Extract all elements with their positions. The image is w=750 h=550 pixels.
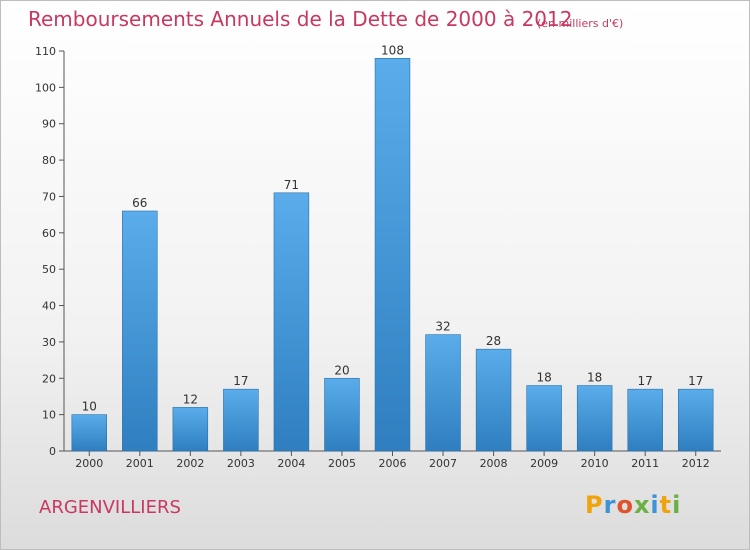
bar-2012 xyxy=(677,388,714,452)
logo-letter: i xyxy=(650,491,660,519)
bar-2006 xyxy=(374,57,411,452)
y-tick-label: 10 xyxy=(42,409,56,422)
logo-letter: r xyxy=(603,491,617,519)
bar-2005 xyxy=(324,377,360,452)
y-tick-label: 40 xyxy=(42,300,56,313)
x-tick-label: 2009 xyxy=(530,457,558,470)
data-labels: 10 66 12 17 71 20 108 32 28 18 18 17 17 xyxy=(82,43,704,413)
data-label-2010: 18 xyxy=(587,371,602,385)
y-tick-label: 90 xyxy=(42,118,56,131)
logo-letter: t xyxy=(659,491,673,519)
proxiti-logo: Proxiti xyxy=(585,491,681,519)
x-tick-label: 2008 xyxy=(480,457,508,470)
y-tick-label: 80 xyxy=(42,154,56,167)
bar-2003 xyxy=(223,388,259,452)
data-label-2012: 17 xyxy=(688,374,703,388)
logo-letter: o xyxy=(616,491,634,519)
y-tick-label: 110 xyxy=(35,45,56,58)
y-tick-label: 30 xyxy=(42,336,56,349)
bar-2007 xyxy=(425,334,461,452)
data-label-2009: 18 xyxy=(536,371,551,385)
y-tick-label: 50 xyxy=(42,263,56,276)
bar-2001 xyxy=(122,210,158,452)
x-tick-label: 2004 xyxy=(277,457,305,470)
data-label-2007: 32 xyxy=(435,320,450,334)
bar-2000 xyxy=(71,414,108,452)
commune-name: ARGENVILLIERS xyxy=(39,497,181,518)
logo-letter: P xyxy=(585,491,604,519)
data-label-2001: 66 xyxy=(132,196,147,210)
bar-2004 xyxy=(273,192,310,452)
bar-2009 xyxy=(526,385,562,452)
logo-letter: x xyxy=(633,491,651,519)
axes: 0 10 20 30 40 50 60 70 80 90 100 110 2000 2001 2002 200… xyxy=(35,45,721,470)
bars xyxy=(71,57,714,452)
x-tick-label: 2011 xyxy=(631,457,659,470)
x-tick-label: 2012 xyxy=(682,457,710,470)
data-label-2008: 28 xyxy=(486,334,501,348)
data-label-2003: 17 xyxy=(233,374,248,388)
y-tick-label: 60 xyxy=(42,227,56,240)
y-tick-label: 0 xyxy=(49,445,56,458)
bar-2010 xyxy=(576,385,613,452)
data-label-2005: 20 xyxy=(334,363,349,377)
chart-title: Remboursements Annuels de la Dette de 20… xyxy=(28,7,573,31)
logo-letter: i xyxy=(672,491,682,519)
bar-2008 xyxy=(475,348,512,452)
x-tick-label: 2005 xyxy=(328,457,356,470)
x-tick-label: 2006 xyxy=(379,457,407,470)
x-tick-label: 2001 xyxy=(126,457,154,470)
x-tick-label: 2000 xyxy=(75,457,103,470)
x-tick-label: 2007 xyxy=(429,457,457,470)
data-label-2004: 71 xyxy=(284,178,299,192)
y-tick-label: 70 xyxy=(42,190,56,203)
chart-unit: (en milliers d'€) xyxy=(537,17,624,30)
x-tick-label: 2003 xyxy=(227,457,255,470)
data-label-2011: 17 xyxy=(638,374,653,388)
y-tick-label: 100 xyxy=(35,81,56,94)
y-tick-label: 20 xyxy=(42,372,56,385)
x-tick-label: 2002 xyxy=(176,457,204,470)
data-label-2006: 108 xyxy=(381,43,404,57)
data-label-2002: 12 xyxy=(183,392,198,406)
x-tick-label: 2010 xyxy=(581,457,609,470)
bar-2002 xyxy=(172,407,209,452)
bar-2011 xyxy=(627,388,663,452)
data-label-2000: 10 xyxy=(82,400,97,414)
